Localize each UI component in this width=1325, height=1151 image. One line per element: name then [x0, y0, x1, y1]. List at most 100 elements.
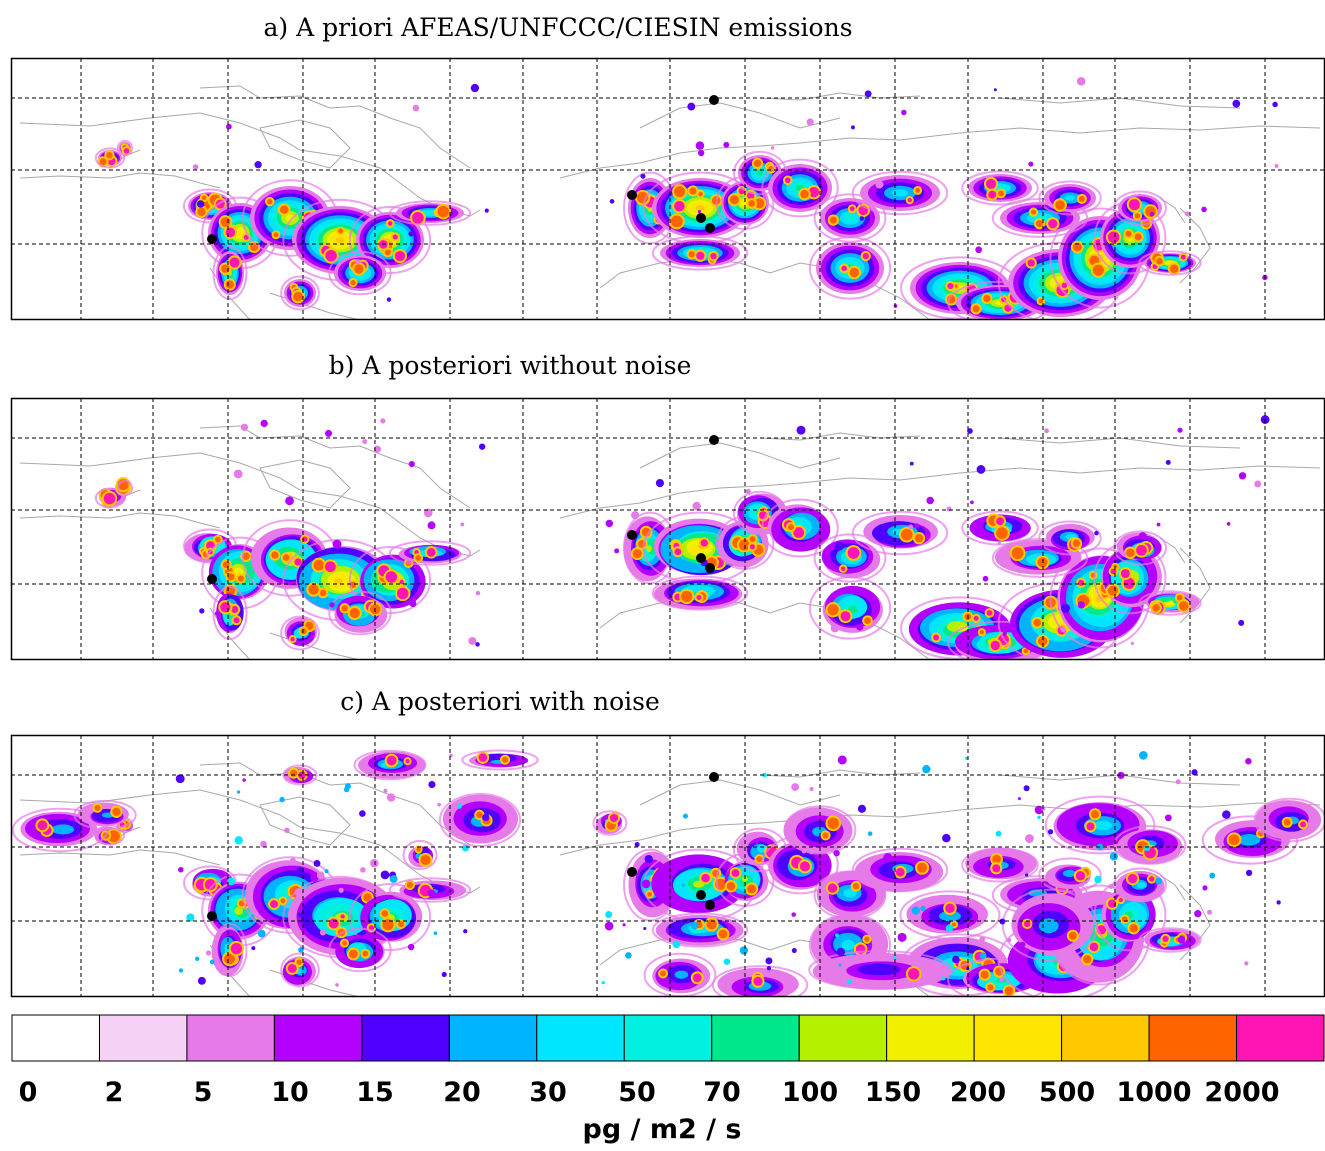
hotspot-core: [340, 914, 345, 919]
emission-speck: [1177, 935, 1186, 944]
hotspot-core: [1134, 213, 1141, 219]
hotspot-core: [1120, 569, 1130, 579]
hotspot-core: [901, 528, 913, 541]
emission-speck: [484, 208, 489, 213]
emission-speck: [911, 906, 920, 915]
hotspot-core: [197, 207, 206, 216]
emission-halo: [328, 590, 392, 636]
emission-speck: [605, 519, 614, 528]
panel-c-title: c) A posteriori with noise: [340, 687, 660, 716]
hotspot-core: [300, 628, 307, 635]
station-marker: [705, 223, 715, 233]
hotspot-core: [437, 205, 450, 218]
emission-speck: [332, 539, 342, 549]
coastline: [199, 85, 471, 169]
emission-halo: [1138, 250, 1202, 276]
colorbar-tick-label: 500: [1039, 1077, 1095, 1108]
colorbar-swatch: [1061, 1014, 1150, 1062]
emission-speck: [655, 478, 665, 488]
emission-speck: [1202, 885, 1208, 891]
emission-contour: [1237, 834, 1261, 846]
hotspot-core: [698, 191, 703, 197]
colorbar-tick-label: 0: [19, 1077, 38, 1108]
hotspot-core: [1134, 233, 1142, 241]
emission-speck: [859, 216, 865, 221]
emission-speck: [846, 978, 853, 985]
emission-speck: [254, 160, 262, 169]
hotspot-core: [726, 881, 736, 891]
emission-halo: [808, 950, 952, 990]
colorbar-swatch: [98, 1014, 188, 1062]
emission-halo: [328, 250, 392, 296]
emission-speck: [999, 977, 1004, 983]
emission-speck: [908, 524, 914, 530]
hotspot-core: [392, 234, 398, 240]
emission-speck: [359, 810, 366, 817]
emission-contour: [51, 824, 75, 835]
emission-speck: [836, 947, 846, 957]
emission-halo: [388, 877, 472, 903]
emission-speck: [945, 924, 954, 932]
emission-halo: [116, 139, 134, 157]
emission-speck: [875, 180, 884, 189]
emission-speck: [762, 772, 767, 778]
emission-contour: [841, 939, 855, 951]
hotspot-core: [696, 595, 702, 600]
emission-speck: [470, 83, 480, 93]
emission-speck: [463, 929, 468, 934]
emission-speck: [975, 246, 982, 254]
coastline: [759, 432, 921, 441]
emission-halo: [1001, 888, 1099, 962]
coastline: [559, 465, 1321, 519]
emission-contour: [695, 205, 705, 211]
emission-speck: [433, 931, 438, 936]
emission-speck: [1149, 211, 1155, 217]
emission-speck: [370, 858, 379, 868]
emission-speck: [1238, 619, 1245, 626]
emission-contour: [892, 189, 908, 197]
hotspot-core: [829, 216, 838, 224]
emission-speck: [681, 883, 685, 887]
emission-speck: [427, 889, 436, 898]
emission-speck: [883, 853, 893, 862]
emission-speck: [257, 929, 266, 938]
emission-speck: [697, 209, 701, 214]
colorbar-unit-label: pg / m2 / s: [583, 1114, 742, 1145]
emission-speck: [475, 642, 480, 647]
emission-speck: [1061, 603, 1070, 613]
hotspot-core: [273, 232, 279, 238]
hotspot-core: [1176, 594, 1183, 601]
emission-speck: [313, 859, 321, 867]
emission-speck: [1017, 797, 1021, 801]
hotspot-core: [1129, 923, 1138, 933]
hotspot-core: [907, 198, 912, 203]
panel-c-map: [10, 734, 1325, 998]
coastline: [199, 425, 471, 509]
hotspot-core: [37, 820, 48, 831]
hotspot-core: [112, 807, 121, 816]
hotspot-core: [103, 492, 116, 505]
emission-speck: [1130, 641, 1134, 645]
emission-speck: [946, 506, 952, 512]
emission-speck: [423, 508, 433, 518]
emission-speck: [1276, 900, 1281, 905]
hotspot-core: [1011, 547, 1024, 560]
emission-speck: [1245, 869, 1253, 877]
emission-speck: [791, 783, 800, 791]
hotspot-core: [231, 605, 239, 614]
emission-speck: [723, 958, 731, 965]
hotspot-core: [1169, 264, 1179, 273]
emission-speck: [967, 428, 973, 434]
emission-halo: [851, 510, 949, 556]
hotspot-core: [1178, 601, 1189, 611]
hotspot-core: [1061, 282, 1068, 289]
emission-speck: [240, 423, 249, 431]
emission-speck: [857, 804, 867, 813]
hotspot-core: [996, 517, 1005, 526]
emission-speck: [965, 756, 969, 760]
colorbar-swatch: [623, 1014, 713, 1062]
hotspot-core: [220, 217, 231, 227]
hotspot-core: [1004, 986, 1014, 996]
station-marker: [627, 530, 637, 540]
